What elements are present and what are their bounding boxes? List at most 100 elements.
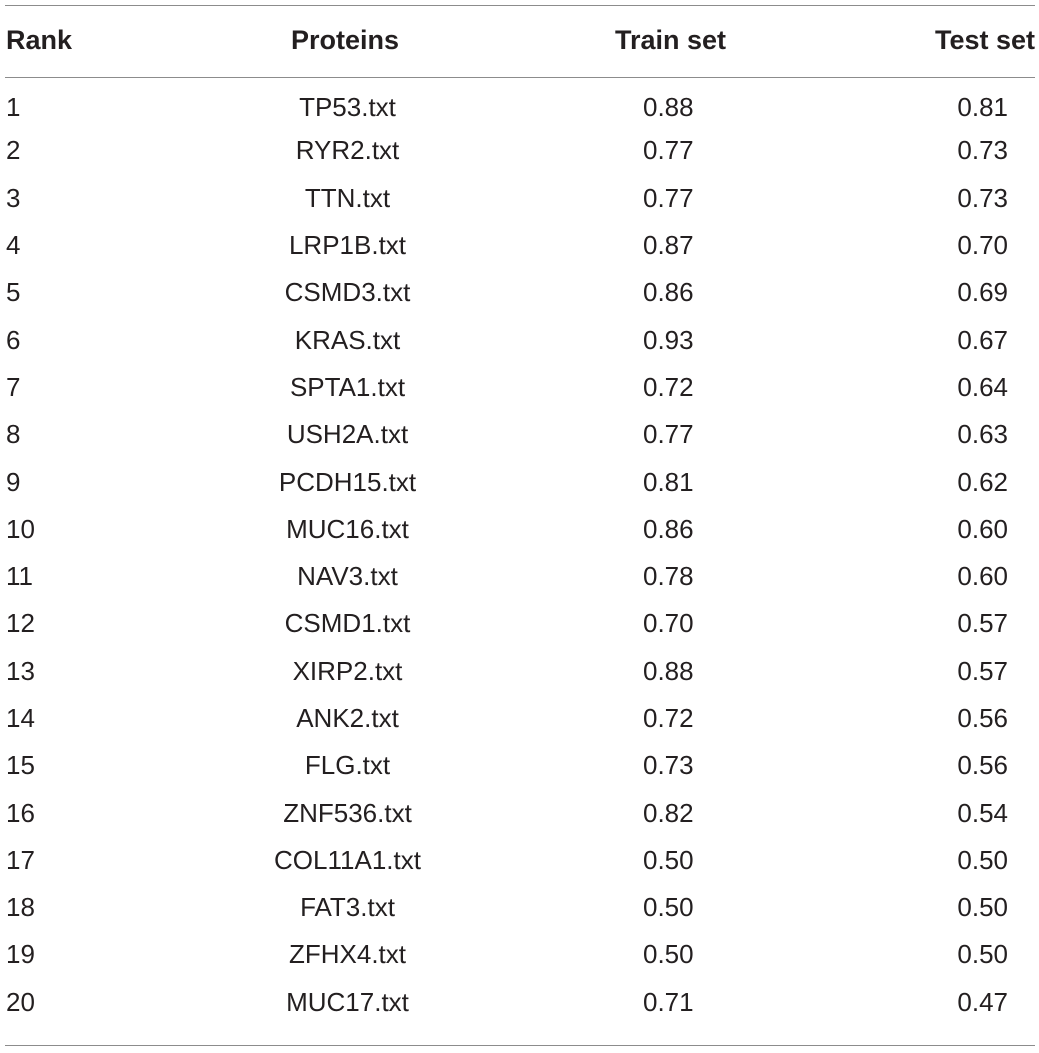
header-row: Rank Proteins Train set Test set <box>0 0 1039 80</box>
table-top-rule <box>5 5 1035 6</box>
ranking-table: Rank Proteins Train set Test set 1 TP53.… <box>0 0 1039 1026</box>
train-score-cell: 0.78 <box>643 561 694 592</box>
test-score-cell: 0.50 <box>957 844 1008 875</box>
table-row: 10 MUC16.txt 0.86 0.60 <box>0 506 1039 553</box>
test-score-cell: 0.73 <box>957 182 1008 213</box>
rank-cell: 8 <box>6 419 21 450</box>
train-score-cell: 0.73 <box>643 750 694 781</box>
protein-cell: ZFHX4.txt <box>288 939 406 970</box>
test-score-cell: 0.69 <box>957 277 1008 308</box>
rank-cell: 6 <box>6 324 21 355</box>
train-score-cell: 0.88 <box>643 92 694 123</box>
rank-cell: 5 <box>6 277 21 308</box>
table-row: 20 MUC17.txt 0.71 0.47 <box>0 979 1039 1026</box>
protein-cell: ZNF536.txt <box>283 797 412 828</box>
rank-cell: 10 <box>6 513 35 544</box>
rank-cell: 15 <box>6 750 35 781</box>
train-score-cell: 0.88 <box>643 655 694 686</box>
test-score-cell: 0.54 <box>957 797 1008 828</box>
train-score-cell: 0.72 <box>643 371 694 402</box>
protein-cell: FAT3.txt <box>300 892 395 923</box>
table-row: 8 USH2A.txt 0.77 0.63 <box>0 411 1039 458</box>
rank-cell: 9 <box>6 466 21 497</box>
protein-cell: MUC16.txt <box>286 513 409 544</box>
rank-cell: 4 <box>6 230 21 261</box>
protein-cell: CSMD1.txt <box>284 608 411 639</box>
table-header: Rank Proteins Train set Test set <box>0 0 1039 80</box>
protein-cell: NAV3.txt <box>297 561 398 592</box>
test-score-cell: 0.50 <box>957 892 1008 923</box>
test-score-cell: 0.67 <box>957 324 1008 355</box>
protein-cell: USH2A.txt <box>286 419 409 450</box>
test-score-cell: 0.57 <box>957 655 1008 686</box>
protein-cell: PCDH15.txt <box>278 466 417 497</box>
table-row: 19 ZFHX4.txt 0.50 0.50 <box>0 931 1039 978</box>
table-row: 5 CSMD3.txt 0.86 0.69 <box>0 269 1039 316</box>
test-score-cell: 0.81 <box>957 92 1008 123</box>
table-row: 16 ZNF536.txt 0.82 0.54 <box>0 789 1039 836</box>
table-row: 13 XIRP2.txt 0.88 0.57 <box>0 648 1039 695</box>
table-row: 18 FAT3.txt 0.50 0.50 <box>0 884 1039 931</box>
protein-cell: CSMD3.txt <box>284 277 411 308</box>
train-score-cell: 0.81 <box>643 466 694 497</box>
table-row: 11 NAV3.txt 0.78 0.60 <box>0 553 1039 600</box>
test-score-cell: 0.64 <box>957 371 1008 402</box>
train-score-cell: 0.50 <box>643 939 694 970</box>
train-score-cell: 0.72 <box>643 703 694 733</box>
rank-cell: 2 <box>6 135 21 166</box>
table-row: 2 RYR2.txt 0.77 0.73 <box>0 127 1039 174</box>
table-row: 4 LRP1B.txt 0.87 0.70 <box>0 222 1039 269</box>
rank-cell: 12 <box>6 608 35 639</box>
test-score-cell: 0.70 <box>957 230 1008 261</box>
test-score-cell: 0.73 <box>957 135 1008 166</box>
test-score-cell: 0.63 <box>957 419 1008 450</box>
table-row: 7 SPTA1.txt 0.72 0.64 <box>0 364 1039 411</box>
header-train-set: Train set <box>615 24 727 55</box>
protein-cell: LRP1B.txt <box>288 230 407 261</box>
protein-cell: MUC17.txt <box>286 986 409 1017</box>
protein-cell: TTN.txt <box>304 182 391 213</box>
table-body: 1 TP53.txt 0.88 0.81 2 RYR2.txt 0.77 0.7… <box>0 80 1039 1026</box>
table-header-rule <box>5 77 1035 78</box>
header-rank: Rank <box>6 24 73 55</box>
rank-cell: 18 <box>6 892 35 923</box>
rank-cell: 19 <box>6 939 35 970</box>
train-score-cell: 0.87 <box>643 230 694 261</box>
train-score-cell: 0.86 <box>643 277 694 308</box>
test-score-cell: 0.57 <box>957 608 1008 639</box>
rank-cell: 1 <box>6 92 21 123</box>
train-score-cell: 0.93 <box>643 324 694 355</box>
rank-cell: 14 <box>6 703 35 733</box>
table-row: 12 CSMD1.txt 0.70 0.57 <box>0 600 1039 647</box>
train-score-cell: 0.50 <box>643 844 694 875</box>
test-score-cell: 0.60 <box>957 513 1008 544</box>
protein-cell: FLG.txt <box>304 750 391 781</box>
protein-cell: KRAS.txt <box>294 324 401 355</box>
rank-cell: 13 <box>6 655 35 686</box>
header-test-set: Test set <box>934 24 1035 55</box>
train-score-cell: 0.82 <box>643 797 694 828</box>
rank-cell: 16 <box>6 797 35 828</box>
protein-cell: XIRP2.txt <box>292 655 403 686</box>
protein-cell: COL11A1.txt <box>274 844 421 875</box>
train-score-cell: 0.86 <box>643 513 694 544</box>
table-row: 1 TP53.txt 0.88 0.81 <box>0 80 1039 127</box>
rank-cell: 11 <box>6 561 33 592</box>
test-score-cell: 0.50 <box>957 939 1008 970</box>
test-score-cell: 0.60 <box>957 561 1008 592</box>
table-row: 14 ANK2.txt 0.72 0.56 <box>0 695 1039 742</box>
rank-cell: 17 <box>6 844 35 875</box>
train-score-cell: 0.50 <box>643 892 694 923</box>
table-row: 6 KRAS.txt 0.93 0.67 <box>0 316 1039 363</box>
train-score-cell: 0.77 <box>643 135 694 166</box>
protein-cell: TP53.txt <box>299 92 396 123</box>
protein-cell: RYR2.txt <box>295 135 400 166</box>
test-score-cell: 0.56 <box>957 750 1008 781</box>
rank-cell: 7 <box>6 371 21 402</box>
table-row: 9 PCDH15.txt 0.81 0.62 <box>0 458 1039 505</box>
table-row: 17 COL11A1.txt 0.50 0.50 <box>0 837 1039 884</box>
train-score-cell: 0.71 <box>643 986 694 1017</box>
table-row: 15 FLG.txt 0.73 0.56 <box>0 742 1039 789</box>
train-score-cell: 0.77 <box>643 182 694 213</box>
table-row: 3 TTN.txt 0.77 0.73 <box>0 175 1039 222</box>
